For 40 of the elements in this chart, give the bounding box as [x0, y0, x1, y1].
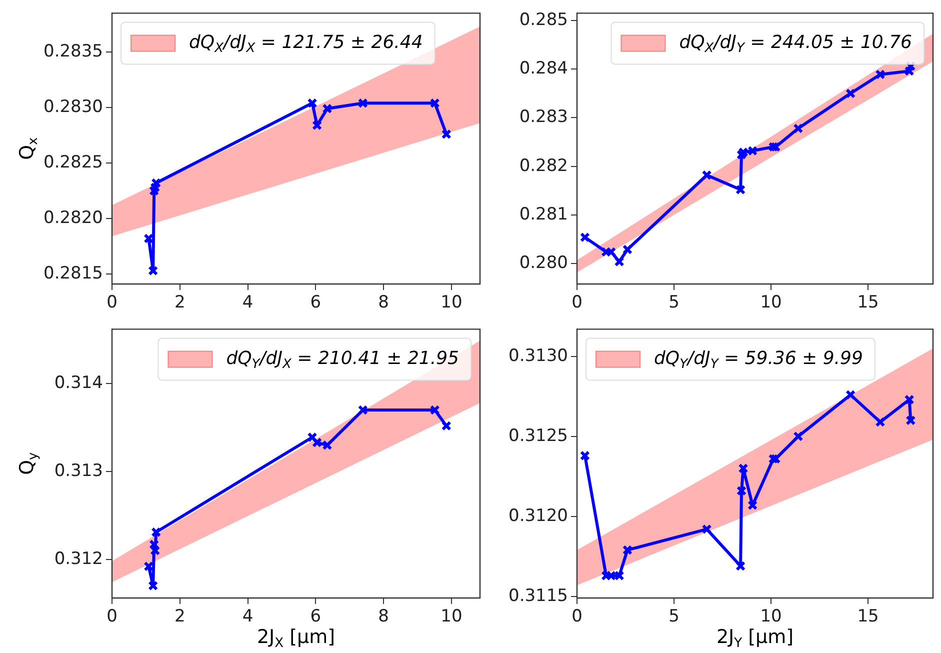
x-tick-label: 5 [668, 606, 680, 627]
x-tick-label: 2 [174, 606, 186, 627]
y-tick-label: 0.3130 [508, 346, 568, 366]
y-tick-label: 0.282 [519, 156, 568, 176]
x-tick-label: 6 [310, 292, 322, 313]
x-tick-label: 4 [242, 292, 254, 313]
y-tick-label: 0.3115 [508, 586, 568, 606]
x-tick-label: 10 [760, 292, 782, 313]
y-tick-label: 0.313 [54, 460, 103, 481]
x-tick-label: 8 [378, 606, 389, 627]
y-tick-label: 0.283 [519, 107, 568, 128]
x-tick-label: 0 [572, 606, 582, 627]
x-tick-label: 5 [668, 292, 680, 313]
x-tick-label: 6 [310, 606, 322, 627]
x-tick-label: 4 [242, 606, 254, 627]
y-tick-label: 0.312 [54, 548, 103, 569]
x-tick-label: 10 [760, 606, 782, 627]
y-tick-label: 0.3120 [508, 506, 568, 526]
y-tick-label: 0.314 [54, 373, 103, 394]
x-tick-label: 10 [440, 606, 462, 627]
x-tick-label: 2 [174, 292, 186, 313]
y-tick-label: 0.281 [519, 204, 568, 224]
x-tick-label: 10 [440, 292, 462, 313]
y-tick-label: 0.2820 [44, 208, 103, 228]
y-axis-title: Qy [16, 452, 42, 475]
x-tick-label: 0 [106, 292, 118, 313]
x-tick-label: 15 [857, 292, 879, 313]
y-axis-title: Qx [16, 136, 42, 160]
y-tick-label: 0.280 [519, 253, 568, 273]
y-tick-label: 0.285 [519, 10, 568, 30]
y-tick-label: 0.284 [519, 58, 568, 79]
x-tick-label: 15 [857, 606, 879, 627]
y-tick-label: 0.2815 [44, 263, 103, 284]
y-tick-label: 0.2830 [44, 96, 103, 117]
x-tick-label: 0 [572, 292, 582, 313]
y-tick-label: 0.2825 [44, 152, 103, 172]
y-tick-label: 0.3125 [508, 426, 568, 446]
x-tick-label: 0 [106, 606, 118, 627]
x-tick-label: 8 [378, 292, 389, 313]
y-tick-label: 0.2835 [44, 41, 103, 62]
